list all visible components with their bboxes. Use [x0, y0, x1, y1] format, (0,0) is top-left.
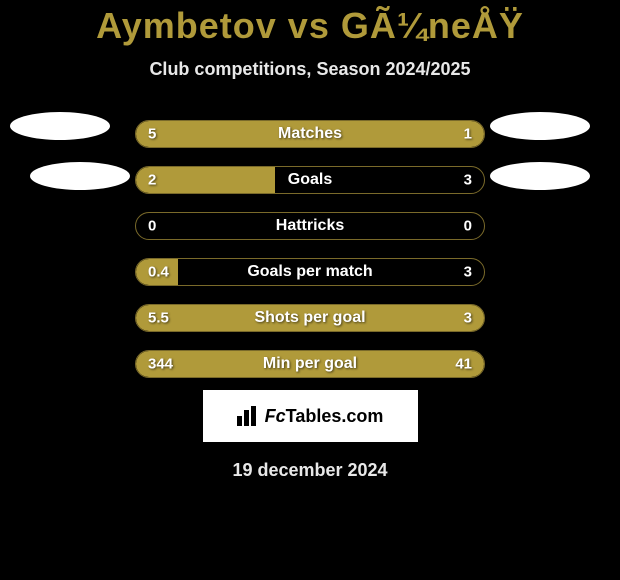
stat-bars: 5 Matches 1 2 Goals 3 0 Hattricks 0: [135, 120, 485, 378]
avatar: [10, 112, 110, 140]
stat-value-left: 0: [148, 218, 156, 235]
stat-value-right: 1: [464, 126, 472, 143]
stat-bar: 2 Goals 3: [135, 166, 485, 194]
stats-area: 5 Matches 1 2 Goals 3 0 Hattricks 0: [0, 120, 620, 396]
bar-right-fill: [425, 121, 484, 147]
stat-bar: 0 Hattricks 0: [135, 212, 485, 240]
stat-value-left: 344: [148, 356, 173, 373]
stat-bar: 0.4 Goals per match 3: [135, 258, 485, 286]
stat-label: Matches: [278, 125, 342, 143]
infographic-container: Aymbetov vs GÃ¼neÅŸ Club competitions, S…: [0, 0, 620, 481]
stat-value-right: 3: [464, 264, 472, 281]
stat-label: Hattricks: [276, 217, 344, 235]
avatar: [490, 112, 590, 140]
stat-value-right: 0: [464, 218, 472, 235]
stat-value-left: 2: [148, 172, 156, 189]
stat-label: Goals per match: [247, 263, 372, 281]
stat-label: Min per goal: [263, 355, 357, 373]
stat-value-right: 3: [464, 310, 472, 327]
barchart-icon: [237, 406, 261, 426]
brand-logo: FcTables.com: [237, 406, 384, 427]
stat-bar: 5 Matches 1: [135, 120, 485, 148]
date-text: 19 december 2024: [232, 460, 387, 481]
stat-value-left: 5.5: [148, 310, 169, 327]
avatars-right: [490, 112, 610, 212]
stat-value-left: 0.4: [148, 264, 169, 281]
bar-right-fill: [414, 351, 484, 377]
stat-value-right: 41: [455, 356, 472, 373]
stat-value-right: 3: [464, 172, 472, 189]
brand-text: FcTables.com: [265, 406, 384, 427]
stat-value-left: 5: [148, 126, 156, 143]
avatar: [30, 162, 130, 190]
stat-bar: 344 Min per goal 41: [135, 350, 485, 378]
bar-left-fill: [136, 167, 275, 193]
avatar: [490, 162, 590, 190]
subtitle: Club competitions, Season 2024/2025: [149, 59, 470, 80]
brand-name: Tables.com: [286, 406, 384, 426]
stat-label: Shots per goal: [254, 309, 365, 327]
avatars-left: [10, 112, 130, 212]
stat-label: Goals: [288, 171, 332, 189]
page-title: Aymbetov vs GÃ¼neÅŸ: [96, 5, 524, 47]
brand-logo-box: FcTables.com: [203, 390, 418, 442]
stat-bar: 5.5 Shots per goal 3: [135, 304, 485, 332]
